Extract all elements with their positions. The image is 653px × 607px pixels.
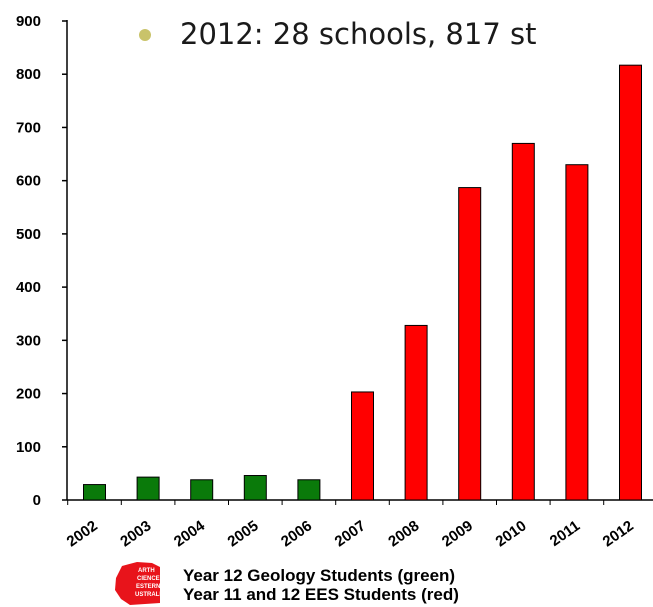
bar-2012 (619, 64, 642, 501)
x-tick-label: 2009 (439, 517, 476, 550)
y-tick-label: 400 (16, 279, 41, 296)
logo-text-1: ARTH (138, 568, 155, 574)
y-tick-label: 600 (16, 173, 41, 190)
logo-text-2: CIENCE (137, 576, 160, 582)
bar-2010 (511, 142, 535, 501)
x-tick-label: 2005 (225, 517, 262, 550)
y-axis-ticks: 0 100 200 300 400 500 600 700 800 900 (16, 13, 67, 509)
logo-text-3: ESTERN (136, 584, 160, 590)
y-tick-label: 700 (16, 119, 41, 136)
wa-map-shape (115, 562, 160, 605)
bars (83, 64, 642, 501)
x-tick-label: 2011 (547, 517, 583, 550)
x-tick-label: 2007 (332, 517, 369, 550)
x-tick-label: 2003 (117, 517, 154, 550)
y-tick-label: 100 (16, 439, 41, 456)
x-tick-label: 2010 (493, 517, 530, 550)
bar-2006 (297, 479, 321, 501)
x-tick-label: 2006 (278, 517, 315, 550)
x-tick-label: 2004 (171, 517, 209, 550)
bar-2005 (243, 475, 267, 501)
bar-2009 (458, 187, 482, 501)
earth-science-wa-logo: ARTH CIENCE ESTERN USTRALIA (115, 562, 166, 605)
bar-2007 (351, 391, 374, 501)
legend-line-geology: Year 12 Geology Students (green) (183, 566, 455, 585)
x-tick-label: 2002 (64, 517, 101, 550)
y-tick-label: 300 (16, 332, 41, 349)
bullet-dot (139, 29, 151, 41)
x-tick-label: 2008 (385, 517, 422, 550)
y-tick-label: 200 (16, 386, 41, 403)
y-tick-label: 0 (33, 492, 41, 509)
bar-2004 (190, 479, 214, 501)
y-tick-label: 800 (16, 66, 41, 83)
bar-2003 (136, 476, 160, 501)
x-tick-label: 2012 (600, 517, 637, 550)
x-axis-ticks: 2002 2003 2004 2005 2006 2007 2008 2009 2010 2011… (64, 500, 637, 550)
logo-text-4: USTRALIA (135, 592, 166, 598)
bullet-text: 2012: 28 schools, 817 st (180, 17, 536, 51)
bar-2011 (565, 164, 589, 501)
bar-2002 (83, 484, 106, 501)
bar-2008 (404, 324, 428, 501)
y-tick-label: 900 (16, 13, 41, 30)
y-tick-label: 500 (16, 226, 41, 243)
legend-line-ees: Year 11 and 12 EES Students (red) (183, 585, 459, 604)
